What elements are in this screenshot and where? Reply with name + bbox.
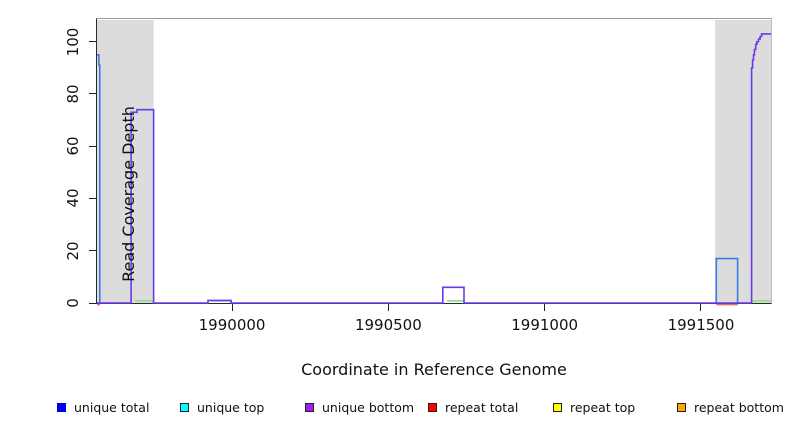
legend-swatch-repeat-top <box>553 403 562 412</box>
x-tick-label: 1991500 <box>667 316 735 334</box>
y-tick <box>89 197 96 199</box>
x-tick-label: 1991000 <box>511 316 579 334</box>
series-unique-total-line <box>715 257 739 303</box>
repeat-region-left <box>97 20 154 303</box>
legend-label: unique bottom <box>322 400 415 415</box>
y-tick <box>89 302 96 304</box>
legend-label: unique total <box>74 400 150 415</box>
legend-swatch-unique-top <box>180 403 189 412</box>
x-tick <box>231 304 233 311</box>
x-tick <box>544 304 546 311</box>
y-axis-title: Read Coverage Depth <box>119 106 138 282</box>
repeat-region-right <box>715 20 771 303</box>
y-tick <box>89 145 96 147</box>
legend-swatch-repeat-total <box>428 403 437 412</box>
x-axis-title: Coordinate in Reference Genome <box>301 360 567 379</box>
legend-swatch-unique-total <box>57 403 66 412</box>
y-tick <box>89 41 96 43</box>
y-tick <box>89 250 96 252</box>
x-tick-label: 1990000 <box>198 316 266 334</box>
legend-label: repeat bottom <box>694 400 784 415</box>
legend-label: repeat top <box>570 400 636 415</box>
x-tick-label: 1990500 <box>354 316 422 334</box>
x-tick <box>700 304 702 311</box>
y-tick-label: 100 <box>64 27 82 57</box>
plot-canvas <box>97 20 771 306</box>
plot-area: Read Coverage Depth <box>96 18 772 306</box>
y-tick-label: 0 <box>64 298 82 308</box>
series-unique-bottom-line <box>97 33 771 304</box>
y-tick <box>89 93 96 95</box>
x-tick <box>387 304 389 311</box>
y-tick-label: 20 <box>64 241 82 261</box>
legend: unique total unique top unique bottom repea… <box>0 398 792 424</box>
legend-swatch-repeat-bottom <box>677 403 686 412</box>
legend-swatch-unique-bottom <box>305 403 314 412</box>
y-tick-label: 40 <box>64 188 82 209</box>
y-tick-label: 60 <box>64 136 82 156</box>
legend-label: unique top <box>197 400 265 415</box>
y-tick-label: 80 <box>64 84 82 104</box>
legend-label: repeat total <box>445 400 519 415</box>
